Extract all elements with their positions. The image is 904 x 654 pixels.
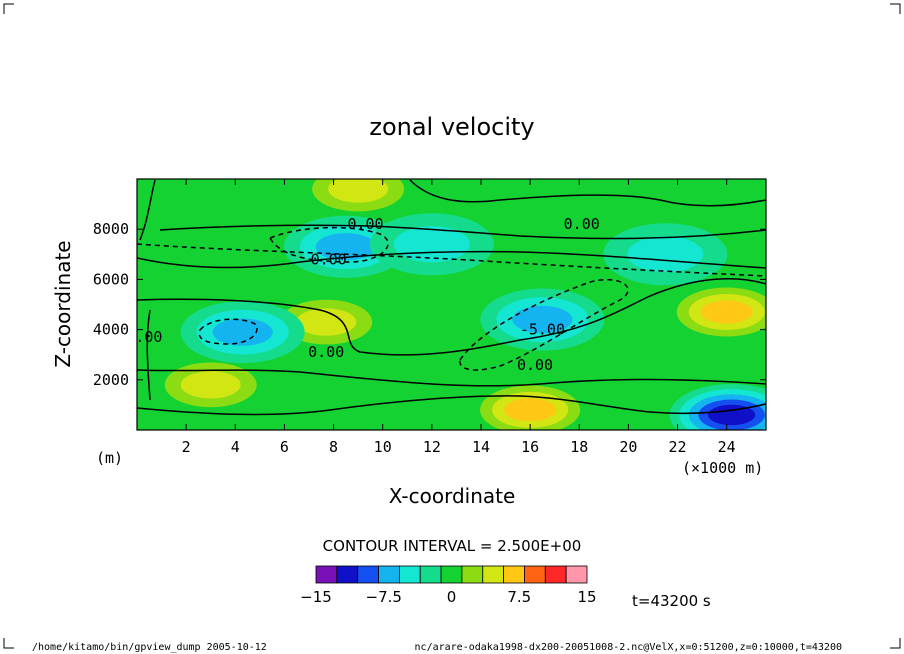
x-axis-label: X-coordinate xyxy=(389,484,516,508)
colorbar-swatch xyxy=(482,565,505,584)
contour-label: 0.00 xyxy=(347,215,383,233)
contour-line xyxy=(137,243,766,277)
contour-label: 0.00 xyxy=(517,356,553,374)
contour-label: 0.00 xyxy=(564,215,600,233)
contour-region xyxy=(212,318,273,346)
page-corner-marks xyxy=(3,3,901,649)
x-tick-label: 14 xyxy=(472,438,490,456)
contour-interval-label: CONTOUR INTERVAL = 2.500E+00 xyxy=(323,537,582,555)
contour-line xyxy=(137,395,766,416)
plot-area: 0.00 0.000.000.000.00-5.000.00 xyxy=(126,179,766,430)
colorbar-swatch xyxy=(461,565,484,584)
contour-line xyxy=(198,318,258,345)
contour-labels-layer: 0.00 0.000.000.000.00-5.000.00 xyxy=(126,215,600,374)
contour-region xyxy=(296,308,357,336)
colorbar-swatch xyxy=(398,565,421,584)
x-tick-label: 6 xyxy=(280,438,289,456)
colorbar: −15 −7.5 0 7.5 15 xyxy=(300,565,597,606)
y-tick-label: 2000 xyxy=(93,371,129,389)
colorbar-swatch xyxy=(565,565,588,584)
y-tick-label: 4000 xyxy=(93,321,129,339)
contour-line xyxy=(137,277,766,356)
x-axis: 2 4 6 8 10 12 14 16 18 20 22 24 xyxy=(182,179,736,456)
colorbar-tick-label: −15 xyxy=(300,588,332,606)
colorbar-tick-label: 15 xyxy=(577,588,596,606)
x-tick-label: 12 xyxy=(423,438,441,456)
contour-region xyxy=(504,398,557,422)
contour-region xyxy=(180,371,241,399)
contour-label: 0.00 xyxy=(308,343,344,361)
plot-frame xyxy=(136,178,767,431)
contour-line xyxy=(137,250,766,269)
contour-region xyxy=(627,236,704,273)
contour-line xyxy=(159,224,766,240)
colorbar-swatch xyxy=(357,565,379,584)
x-tick-label: 8 xyxy=(329,438,338,456)
colorbar-swatch xyxy=(524,565,546,584)
colorbar-swatch xyxy=(544,565,567,584)
contour-region xyxy=(512,305,573,334)
y-axis-label: Z-coordinate xyxy=(51,240,75,367)
colorbar-swatch xyxy=(336,565,359,584)
contour-line xyxy=(146,309,151,401)
time-label: t=43200 s xyxy=(632,592,711,610)
colorbar-tick-label: −7.5 xyxy=(366,588,402,606)
footer-right: nc/arare-odaka1998-dx200-20051008-2.nc@V… xyxy=(415,642,842,653)
x-tick-label: 2 xyxy=(182,438,191,456)
x-tick-label: 16 xyxy=(521,438,539,456)
contour-label: 0.00 xyxy=(311,250,347,268)
contour-region xyxy=(315,233,376,261)
contour-lines-layer xyxy=(137,179,766,416)
colorbar-swatch xyxy=(378,565,400,584)
contour-region xyxy=(700,300,753,324)
colorbar-tick-label: 7.5 xyxy=(507,588,531,606)
y-unit-label: (m) xyxy=(96,449,123,467)
contour-label: -5.00 xyxy=(520,321,565,339)
x-tick-label: 24 xyxy=(718,438,736,456)
y-axis: 2000 4000 6000 8000 xyxy=(93,220,766,389)
colorbar-swatch xyxy=(440,565,463,584)
colorbar-swatch xyxy=(315,565,338,584)
x-tick-label: 10 xyxy=(374,438,392,456)
contour-region xyxy=(328,179,389,203)
x-unit-label: (×1000 m) xyxy=(682,459,763,477)
y-tick-label: 8000 xyxy=(93,220,129,238)
colorbar-swatch xyxy=(503,565,525,584)
x-tick-label: 20 xyxy=(619,438,637,456)
contour-line xyxy=(137,369,766,387)
colorbar-swatch xyxy=(419,565,442,584)
chart-title: zonal velocity xyxy=(369,113,534,141)
contour-line xyxy=(409,179,766,207)
y-tick-label: 6000 xyxy=(93,270,129,288)
contour-label: 0.00 xyxy=(126,328,162,346)
colorbar-tick-label: 0 xyxy=(447,588,457,606)
x-tick-label: 22 xyxy=(669,438,687,456)
contour-line xyxy=(139,179,156,241)
x-tick-label: 4 xyxy=(231,438,240,456)
contour-line xyxy=(459,278,629,371)
footer-left: /home/kitamo/bin/gpview_dump 2005-10-12 xyxy=(32,642,267,653)
contour-region xyxy=(708,404,756,426)
x-tick-label: 18 xyxy=(570,438,588,456)
